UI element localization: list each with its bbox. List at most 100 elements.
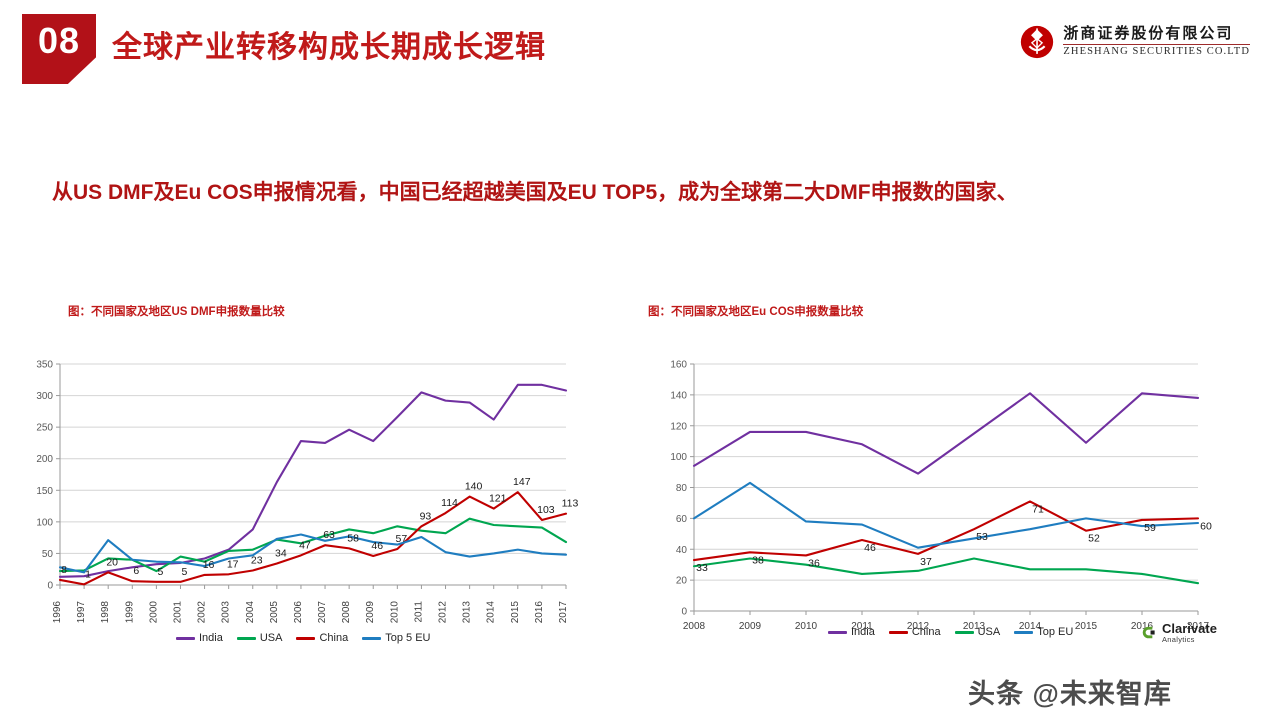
legend-item-india[interactable]: India (828, 626, 875, 638)
data-label: 103 (537, 504, 555, 516)
data-label: 113 (562, 498, 578, 510)
legend-item-china[interactable]: China (296, 632, 348, 644)
x-axis-tick-label: 2006 (293, 601, 304, 624)
y-axis-tick-label: 100 (670, 452, 687, 463)
clarivate-text: Clarivate Analytics (1162, 622, 1217, 644)
y-axis-tick-label: 160 (670, 360, 687, 371)
x-axis-tick-label: 2007 (317, 601, 328, 624)
series-line-india (58, 383, 568, 578)
clarivate-logo: Clarivate Analytics (1140, 622, 1217, 644)
data-label: 1 (85, 568, 91, 580)
y-axis-tick-label: 80 (676, 483, 688, 494)
legend-label: India (851, 626, 875, 638)
data-label: 71 (1032, 503, 1044, 515)
data-label: 47 (299, 539, 311, 551)
x-axis-tick-label: 2001 (172, 601, 183, 624)
legend-swatch-icon (296, 636, 316, 640)
x-axis-tick-label: 1997 (76, 601, 87, 624)
x-axis-tick-label: 2013 (963, 621, 986, 632)
data-label: 6 (133, 565, 139, 577)
series-line-top-eu (692, 481, 1200, 549)
legend-item-china[interactable]: China (888, 626, 941, 638)
y-axis-tick-label: 50 (42, 549, 54, 560)
x-axis-tick-label: 2012 (438, 601, 449, 624)
data-label: 147 (513, 476, 531, 488)
chart-caption-right: 图：不同国家及地区Eu COS申报数量比较 (648, 306, 864, 318)
legend-item-usa[interactable]: USA (236, 632, 282, 644)
data-label: 140 (465, 481, 483, 493)
headline-text: 从US DMF及Eu COS申报情况看，中国已经超越美国及EU TOP5，成为全… (52, 181, 1018, 204)
legend-label: Top 5 EU (385, 632, 431, 644)
x-axis-tick-label: 2011 (851, 621, 873, 632)
x-axis-tick-label: 2002 (197, 601, 208, 624)
y-axis-tick-label: 300 (36, 391, 53, 402)
clarivate-subtitle: Analytics (1162, 634, 1195, 644)
x-axis-tick-label: 2010 (389, 601, 400, 624)
data-label: 121 (489, 493, 507, 505)
x-axis-tick-label: 2008 (341, 601, 352, 624)
data-label: 34 (275, 548, 287, 560)
series-line-india (692, 392, 1200, 475)
data-label: 114 (441, 497, 458, 509)
x-axis-tick-label: 2009 (739, 621, 762, 632)
legend-swatch-icon (954, 630, 974, 634)
series-line-usa (58, 517, 568, 573)
x-axis-tick-label: 2015 (510, 601, 521, 624)
brand-divider (1063, 44, 1250, 46)
legend-item-top-eu[interactable]: Top EU (1014, 626, 1073, 638)
x-axis-tick-label: 2008 (683, 621, 706, 632)
y-axis-tick-label: 200 (36, 454, 53, 465)
y-axis-tick-label: 140 (670, 390, 687, 401)
data-label: 33 (696, 562, 708, 574)
legend-item-india[interactable]: India (176, 632, 223, 644)
series-line-china (692, 500, 1200, 562)
legend-swatch-icon (828, 630, 847, 634)
page-title: 全球产业转移构成长期成长逻辑 (112, 31, 546, 64)
data-label: 16 (203, 559, 215, 571)
company-logo: 浙商证券股份有限公司 ZHESHANG SECURITIES CO.LTD (1020, 16, 1250, 68)
data-label: 5 (182, 566, 188, 578)
y-axis-tick-label: 150 (36, 486, 53, 497)
data-label: 93 (420, 510, 432, 522)
chart-us-dmf: 0 50 100 150 200 250 300 350 1996 1997 1998 1999 200… (18, 352, 578, 647)
clarivate-mark-icon (1142, 626, 1155, 639)
legend-item-usa[interactable]: USA (954, 626, 1000, 638)
y-axis-tick-label: 0 (681, 607, 687, 618)
y-axis-tick-label: 60 (676, 514, 688, 525)
y-axis-tick-label: 250 (36, 423, 53, 434)
x-axis-tick-label: 2017 (1187, 621, 1210, 632)
x-axis-tick-label: 2016 (534, 601, 545, 624)
x-axis-tick-label: 2009 (365, 601, 376, 624)
chart-us-dmf-legend: India USA China Top 5 EU (176, 632, 430, 644)
chart-eu-cos: 0 20 40 60 80 100 120 140 160 2008 2009 2010 2011 201… (648, 352, 1228, 647)
data-label: 59 (1144, 522, 1156, 534)
legend-label: China (911, 626, 941, 638)
legend-label: China (319, 632, 349, 644)
x-axis-tick-label: 2010 (795, 621, 818, 632)
legend-swatch-icon (1014, 630, 1034, 634)
x-axis-tick-label: 2015 (1075, 621, 1098, 632)
company-name-en: ZHESHANG SECURITIES CO.LTD (1063, 46, 1250, 58)
x-axis-tick-label: 2004 (245, 601, 256, 624)
series-line-top-5-eu (58, 533, 568, 574)
clarivate-name: Clarivate (1162, 621, 1217, 636)
data-label: 37 (920, 556, 932, 568)
legend-swatch-icon (176, 636, 195, 640)
data-label: 57 (395, 533, 407, 545)
data-label: 46 (371, 540, 383, 552)
y-axis-tick-label: 350 (36, 360, 53, 371)
data-label: 63 (323, 529, 335, 541)
legend-swatch-icon (888, 630, 908, 634)
legend-item-top-5-eu[interactable]: Top 5 EU (362, 632, 430, 644)
zheshang-logo-icon (1021, 25, 1054, 59)
x-axis-tick-label: 2013 (462, 601, 473, 624)
data-label: 52 (1088, 533, 1100, 545)
data-label: 23 (251, 554, 263, 566)
legend-swatch-icon (362, 636, 382, 640)
x-axis-tick-label: 2014 (1019, 621, 1042, 632)
data-label: 20 (106, 556, 118, 568)
slide-number-badge: 08 (22, 14, 96, 84)
data-label: 53 (976, 531, 988, 543)
series-line-china (58, 491, 568, 586)
company-name-block: 浙商证券股份有限公司 ZHESHANG SECURITIES CO.LTD (1063, 26, 1250, 58)
